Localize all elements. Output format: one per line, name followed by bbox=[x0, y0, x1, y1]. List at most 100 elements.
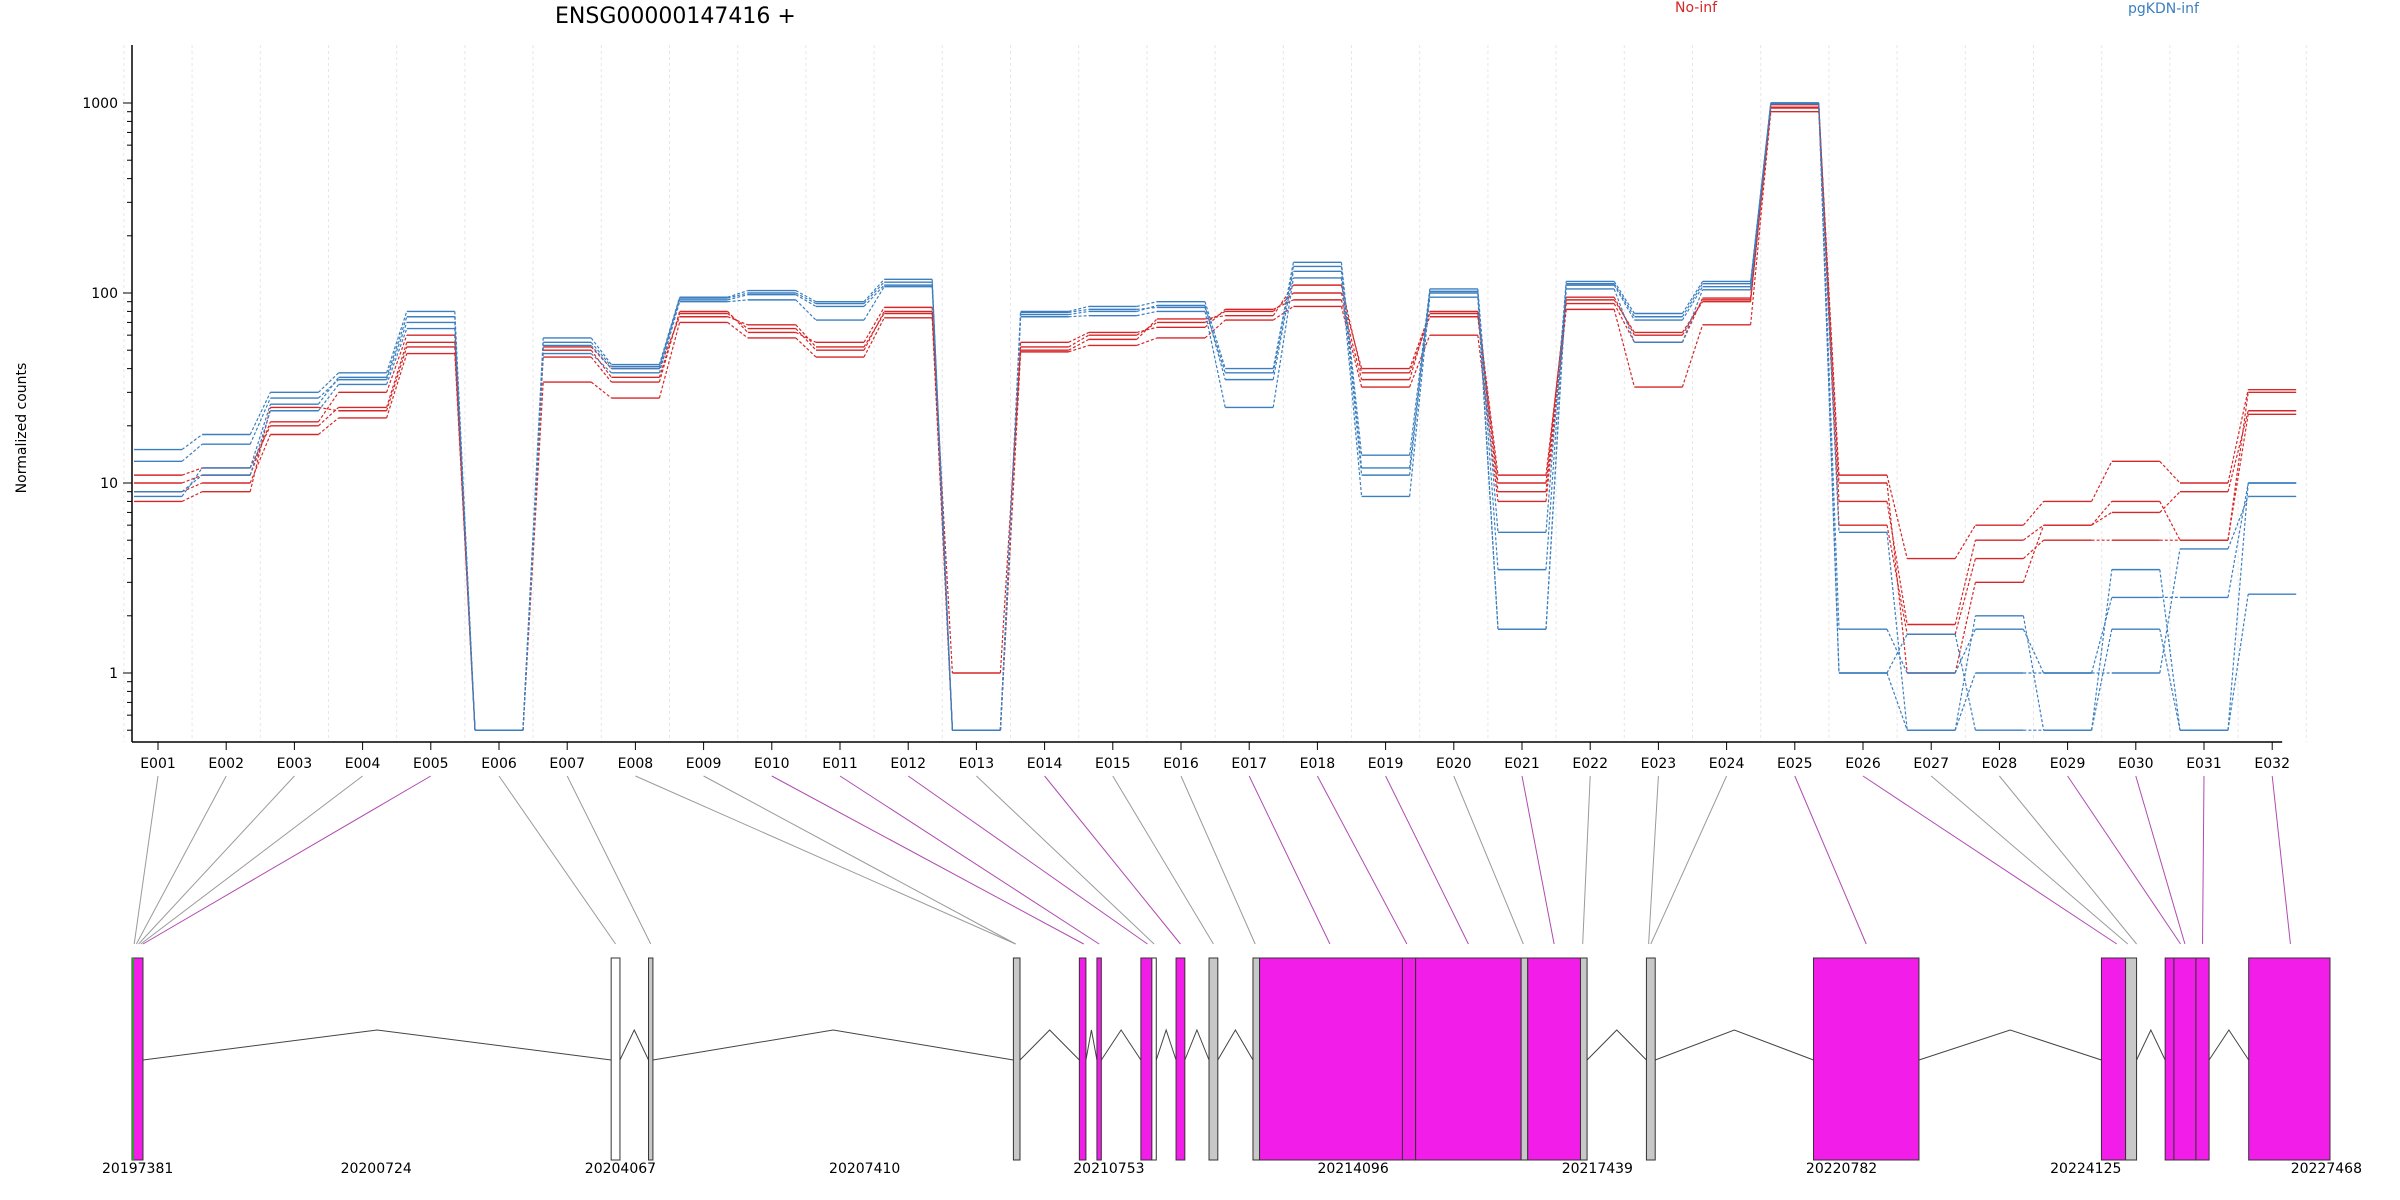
exon-transition-segment bbox=[1136, 310, 1158, 317]
exon-connector bbox=[976, 775, 1155, 945]
exon-transition-segment bbox=[1409, 288, 1431, 456]
exon-transition-segment bbox=[2227, 496, 2249, 550]
y-tick-label: 1000 bbox=[82, 96, 118, 112]
exon-connector bbox=[1999, 775, 2137, 945]
x-tick-label: E018 bbox=[1300, 756, 1336, 772]
exon-connector bbox=[1112, 775, 1214, 945]
exon-transition-segment bbox=[249, 421, 271, 476]
exon-transition-segment bbox=[1681, 301, 1704, 333]
exon-connector bbox=[498, 775, 616, 945]
exon-transition-segment bbox=[317, 376, 340, 405]
exon-box bbox=[2125, 957, 2138, 1161]
exon-transition-segment bbox=[1136, 301, 1158, 307]
exon-transition-segment bbox=[1954, 524, 1976, 559]
exon-transition-segment bbox=[1750, 102, 1772, 284]
y-tick-label: 100 bbox=[91, 286, 118, 302]
exon-transition-segment bbox=[1886, 628, 1908, 674]
exon-transition-segment bbox=[386, 353, 408, 419]
exon-transition-segment bbox=[1613, 303, 1635, 343]
exon-transition-segment bbox=[1886, 633, 1908, 674]
x-tick-label: E028 bbox=[1982, 756, 2018, 772]
vertical-gridlines bbox=[123, 45, 2307, 742]
x-tick-label: E025 bbox=[1777, 756, 1813, 772]
exon-transition-segment bbox=[1409, 297, 1431, 497]
exon-transition-segment bbox=[1954, 615, 1976, 731]
x-tick-label: E008 bbox=[618, 756, 654, 772]
exon-transition-segment bbox=[181, 474, 203, 493]
intron-line bbox=[1655, 1029, 1814, 1061]
exon-transition-segment bbox=[386, 311, 408, 374]
exon-transition-segment bbox=[1340, 277, 1363, 497]
exon-transition-segment bbox=[1886, 482, 1908, 674]
exon-transition-segment bbox=[795, 331, 817, 343]
exon-transition-segment bbox=[1545, 283, 1567, 630]
exon-connector bbox=[1248, 775, 1331, 945]
exon-transition-segment bbox=[1272, 299, 1294, 310]
exon-transition-segment bbox=[386, 334, 408, 393]
exon-connector bbox=[1453, 775, 1524, 945]
exon-transition-segment bbox=[2227, 389, 2249, 484]
exon-transition-segment bbox=[181, 474, 203, 484]
exon-transition-segment bbox=[863, 317, 885, 358]
exon-connector bbox=[635, 775, 1016, 945]
intron-line bbox=[1019, 1029, 1080, 1061]
exon-connector bbox=[566, 775, 652, 945]
exon-connector bbox=[839, 775, 1100, 945]
x-tick-label: E029 bbox=[2050, 756, 2086, 772]
exon-box bbox=[610, 957, 621, 1161]
exon-transition-segment bbox=[1886, 474, 1908, 559]
exon-transition-segment bbox=[1818, 102, 1840, 533]
exon-transition-segment bbox=[318, 417, 339, 435]
exon-transition-segment bbox=[863, 286, 885, 321]
exon-transition-segment bbox=[2227, 482, 2249, 731]
exon-box bbox=[2195, 957, 2210, 1161]
exon-connector bbox=[142, 775, 432, 945]
coordinate-label: 20207410 bbox=[829, 1161, 900, 1177]
exon-transition-segment bbox=[2022, 539, 2045, 560]
chart-title: ENSG00000147416 + bbox=[555, 4, 796, 29]
exon-transition-segment bbox=[1681, 297, 1704, 343]
x-tick-label: E004 bbox=[345, 756, 381, 772]
exon-connector bbox=[1648, 775, 1659, 945]
exon-connector bbox=[1930, 775, 2129, 945]
exon-connector-lines bbox=[133, 775, 2291, 945]
exon-transition-segment bbox=[1886, 501, 1908, 625]
exon-transition-segment bbox=[1068, 334, 1090, 348]
coordinate-label: 20197381 bbox=[102, 1161, 173, 1177]
x-tick-label: E030 bbox=[2118, 756, 2154, 772]
exon-transition-segment bbox=[590, 349, 612, 378]
exon-connector bbox=[138, 775, 295, 945]
x-tick-label: E014 bbox=[1027, 756, 1063, 772]
exon-transition-segment bbox=[1954, 672, 1976, 731]
exon-transition-segment bbox=[249, 403, 271, 469]
exon-transition-segment bbox=[1272, 262, 1294, 369]
exon-box bbox=[1151, 957, 1157, 1161]
exon-transition-segment bbox=[1272, 266, 1294, 373]
coordinate-label: 20217439 bbox=[1562, 1161, 1633, 1177]
exon-connector bbox=[1650, 775, 1728, 945]
series-2-No-inf bbox=[134, 110, 2297, 731]
x-tick-label: E005 bbox=[413, 756, 449, 772]
exon-box bbox=[2100, 957, 2127, 1161]
exon-transition-segment bbox=[1272, 277, 1294, 408]
exon-transition-segment bbox=[1136, 326, 1158, 334]
coordinate-label: 20214096 bbox=[1317, 1161, 1388, 1177]
intron-line bbox=[619, 1028, 649, 1061]
exon-box bbox=[1645, 957, 1656, 1161]
x-tick-label: E032 bbox=[2254, 756, 2290, 772]
x-tick-label: E022 bbox=[1572, 756, 1608, 772]
exon-box bbox=[1140, 957, 1153, 1161]
exon-transition-segment bbox=[2159, 629, 2181, 731]
exon-transition-segment bbox=[795, 292, 817, 305]
x-tick-label: E009 bbox=[686, 756, 722, 772]
exon-transition-segment bbox=[181, 491, 203, 502]
legend-no-inf: No-inf bbox=[1675, 0, 1718, 16]
exon-transition-segment bbox=[2022, 501, 2045, 526]
series-8-pgKDN-inf bbox=[134, 102, 2297, 731]
gene-model bbox=[131, 957, 2331, 1161]
genomic-coordinate-labels: 20197381 20200724 20204067 20207410 20210753… bbox=[102, 1161, 2362, 1177]
exon-transition-segment bbox=[1954, 628, 1976, 674]
exon-box bbox=[1096, 957, 1102, 1161]
exon-box bbox=[1208, 957, 1219, 1161]
legend-pgkdn-inf: pgKDN-inf bbox=[2128, 1, 2200, 17]
